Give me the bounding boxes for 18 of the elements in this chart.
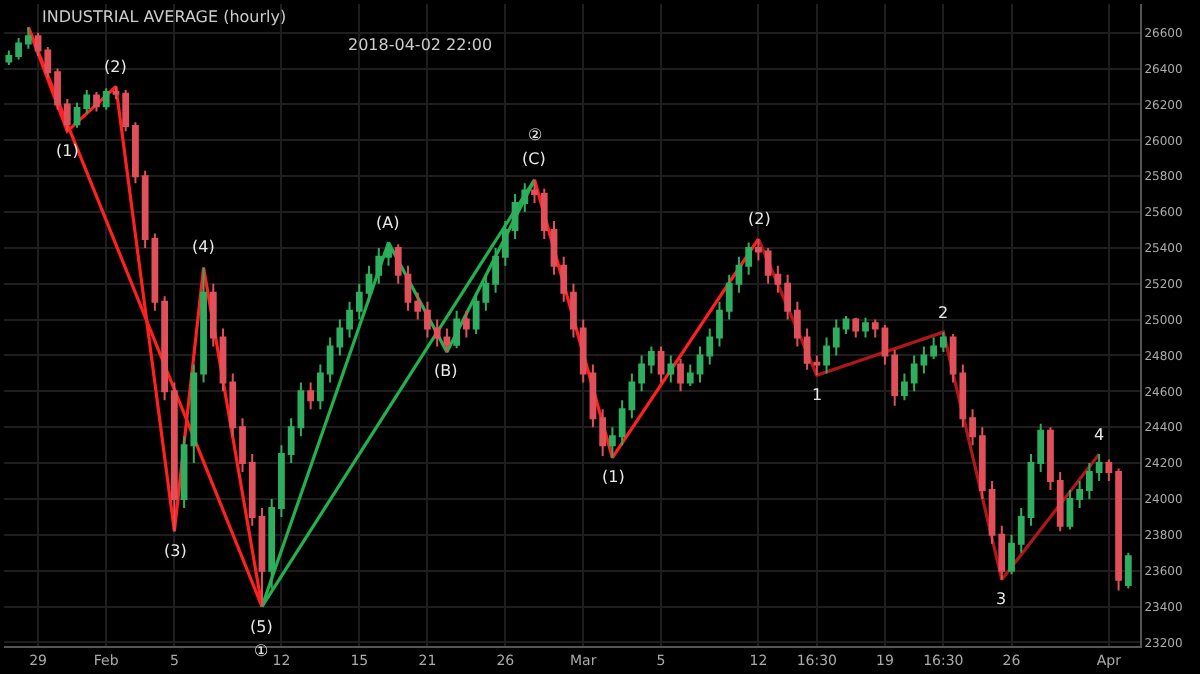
annotation: ② bbox=[528, 126, 543, 144]
annotation: 4 bbox=[1094, 426, 1105, 444]
annotation: (1) bbox=[56, 142, 79, 160]
annotation: (5) bbox=[250, 618, 273, 636]
chart-title: INDUSTRIAL AVERAGE (hourly) bbox=[42, 8, 287, 26]
annotation: (A) bbox=[376, 214, 400, 232]
annotation: 3 bbox=[996, 590, 1007, 608]
annotation: 1 bbox=[812, 386, 823, 404]
text: 2018-04-02 22:00 bbox=[348, 36, 493, 54]
annotation: (1) bbox=[602, 468, 625, 486]
annotation: 2 bbox=[938, 304, 949, 322]
annotation: (3) bbox=[164, 542, 187, 560]
annotation: (2) bbox=[748, 210, 771, 228]
annotation: (4) bbox=[192, 238, 215, 256]
annotation: (C) bbox=[522, 150, 546, 168]
annotation: (2) bbox=[104, 58, 127, 76]
annotation: (B) bbox=[434, 362, 458, 380]
annotation: ① bbox=[254, 642, 269, 660]
